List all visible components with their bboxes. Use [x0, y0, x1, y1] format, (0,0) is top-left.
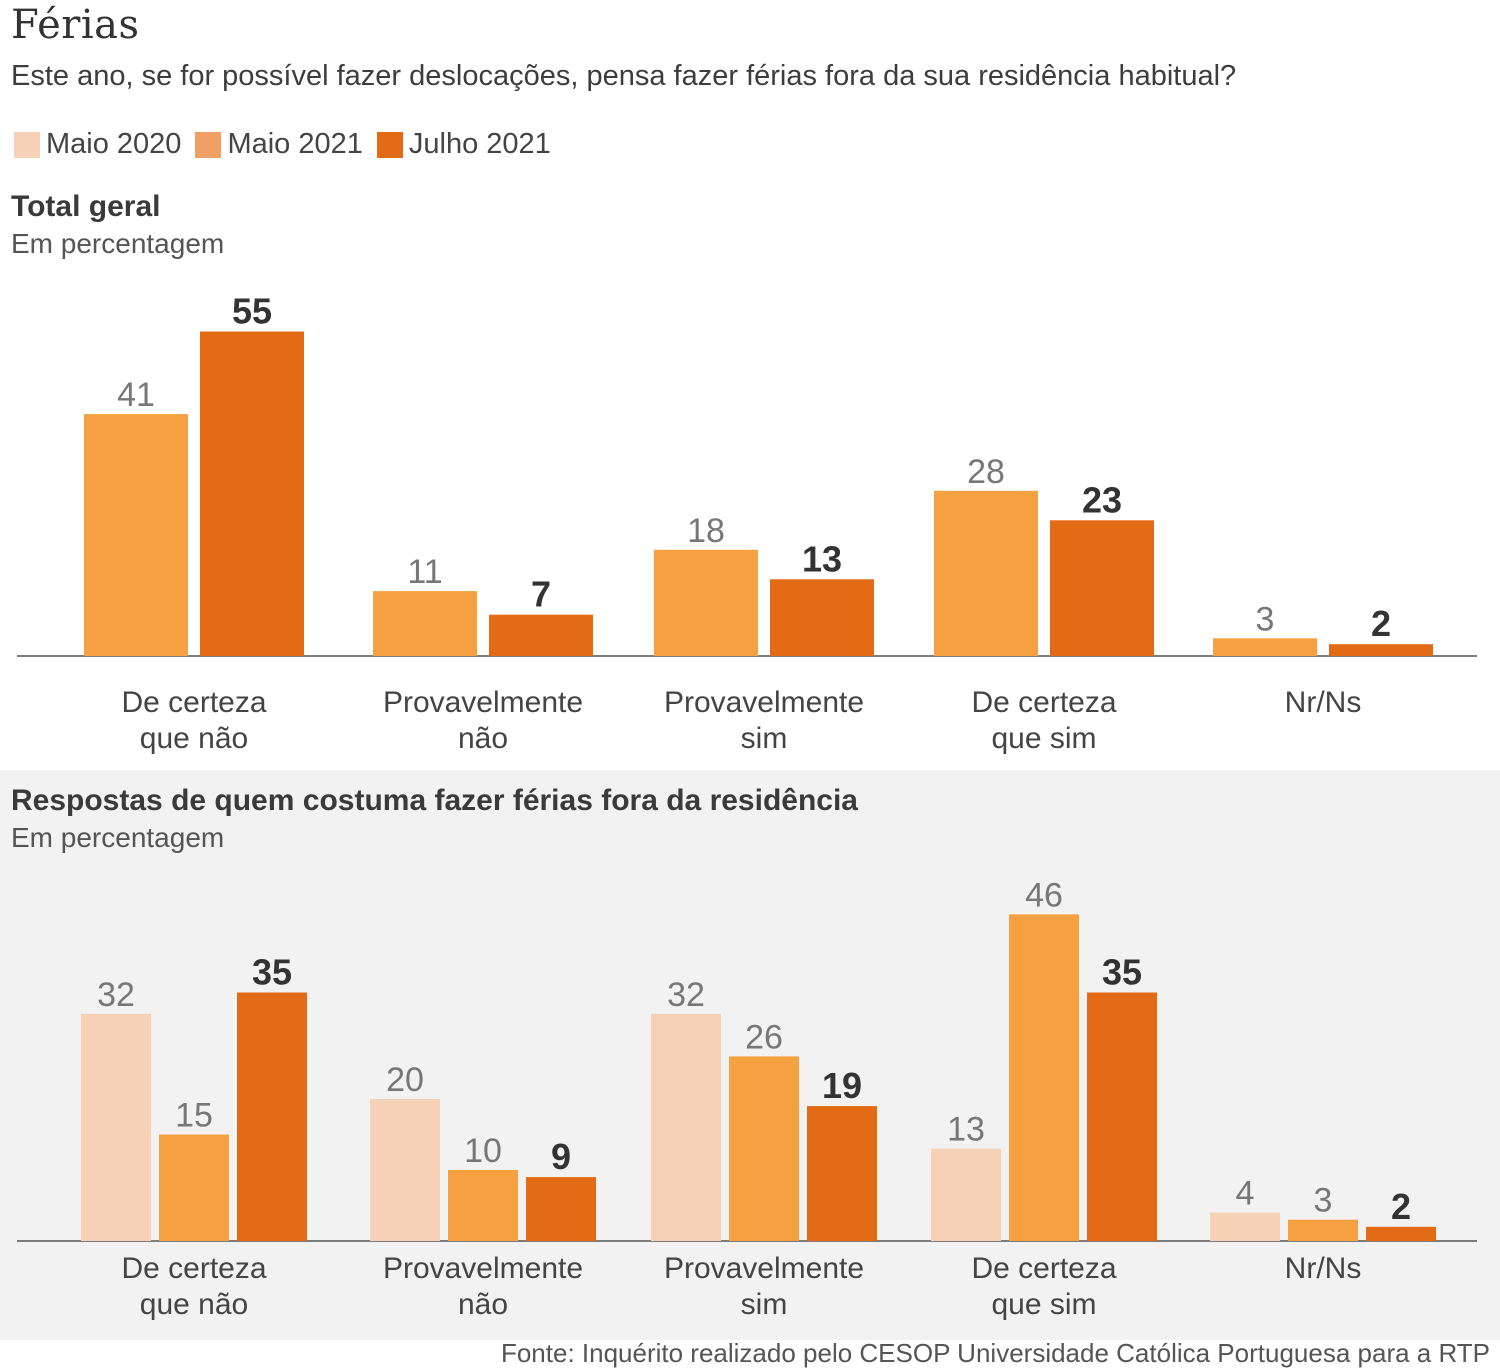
x-tick-label: que sim [991, 722, 1096, 755]
bar-maio-2021-nr-ns [1213, 638, 1317, 656]
panel-title: Total geral [11, 190, 161, 223]
data-label: 20 [386, 1061, 424, 1099]
x-tick-label: que não [140, 722, 248, 755]
legend-label: Julho 2021 [408, 128, 551, 160]
data-label: 9 [551, 1136, 571, 1177]
panel-habituais: Respostas de quem costuma fazer férias f… [0, 770, 1500, 1340]
data-label: 55 [232, 291, 272, 332]
data-label: 19 [822, 1065, 862, 1106]
bar-julho-2021-de-certeza-que-sim [1050, 520, 1154, 656]
legend: Maio 2020 Maio 2021 Julho 2021 [14, 128, 565, 161]
legend-label: Maio 2020 [46, 128, 182, 160]
x-tick-label: não [458, 1288, 508, 1321]
bar-maio-2020-provavelmente-sim [651, 1013, 721, 1241]
source-note: Fonte: Inquérito realizado pelo CESOP Un… [500, 1338, 1490, 1368]
data-label: 32 [97, 976, 135, 1014]
bar-julho-2021-de-certeza-que-nao [200, 331, 304, 656]
x-tick-label: Provavelmente [383, 686, 583, 719]
data-label: 28 [967, 453, 1005, 491]
bar-maio-2021-provavelmente-sim [654, 549, 758, 656]
bar-julho-2021-provavelmente-nao [489, 614, 593, 656]
legend-item-julho-2021: Julho 2021 [376, 128, 551, 161]
bar-julho-2021-provavelmente-sim [807, 1106, 877, 1241]
x-tick-label: Provavelmente [664, 686, 864, 719]
data-label: 2 [1391, 1186, 1411, 1227]
bar-julho-2021-de-certeza-que-nao [237, 992, 307, 1241]
x-tick-label: De certeza [971, 686, 1116, 719]
bar-julho-2021-de-certeza-que-sim [1087, 992, 1157, 1241]
x-tick-label: Provavelmente [383, 1252, 583, 1285]
data-label: 2 [1371, 603, 1391, 644]
x-tick-label: Nr/Ns [1285, 1252, 1362, 1285]
data-label: 46 [1025, 876, 1063, 914]
legend-swatch [14, 131, 40, 158]
panel-title: Respostas de quem costuma fazer férias f… [11, 784, 858, 817]
bar-julho-2021-provavelmente-sim [770, 579, 874, 656]
data-label: 35 [1102, 952, 1142, 993]
data-label: 4 [1236, 1175, 1255, 1213]
bar-julho-2021-provavelmente-nao [526, 1177, 596, 1241]
x-tick-label: De certeza [971, 1252, 1116, 1285]
legend-swatch [376, 131, 403, 158]
bar-maio-2021-nr-ns [1288, 1219, 1358, 1241]
panel-total-geral: Total geral Em percentagem 41 55 De certez… [0, 185, 1500, 770]
data-label: 32 [667, 976, 705, 1014]
data-label: 3 [1256, 600, 1275, 638]
bar-julho-2021-nr-ns [1366, 1226, 1436, 1241]
legend-swatch [195, 131, 222, 158]
bar-maio-2021-de-certeza-que-sim [934, 490, 1038, 656]
x-tick-label: De certeza [121, 686, 266, 719]
data-label: 10 [464, 1132, 502, 1170]
bar-maio-2020-provavelmente-nao [370, 1099, 440, 1241]
bar-julho-2021-nr-ns [1329, 644, 1433, 656]
bar-maio-2021-de-certeza-que-nao [159, 1134, 229, 1241]
chart-subtitle: Este ano, se for possível fazer deslocaç… [11, 60, 1237, 92]
data-label: 3 [1314, 1182, 1333, 1220]
x-tick-label: De certeza [121, 1252, 266, 1285]
data-label: 11 [407, 553, 442, 591]
bar-maio-2020-nr-ns [1210, 1212, 1280, 1241]
bar-maio-2021-provavelmente-nao [373, 591, 477, 656]
x-tick-label: que não [140, 1288, 248, 1321]
x-tick-label: que sim [991, 1288, 1096, 1321]
legend-item-maio-2020: Maio 2020 [14, 128, 181, 161]
bar-maio-2021-de-certeza-que-sim [1009, 914, 1079, 1241]
data-label: 13 [802, 538, 842, 579]
legend-label: Maio 2021 [227, 128, 363, 160]
data-label: 41 [117, 376, 155, 414]
bar-maio-2020-de-certeza-que-nao [81, 1013, 151, 1241]
chart-title: Férias [11, 2, 140, 48]
bar-maio-2020-de-certeza-que-sim [931, 1148, 1001, 1241]
data-label: 7 [531, 574, 551, 615]
data-label: 18 [687, 512, 725, 550]
data-label: 26 [745, 1018, 783, 1056]
data-label: 15 [175, 1097, 213, 1135]
x-tick-label: Nr/Ns [1285, 686, 1362, 719]
x-tick-label: Provavelmente [664, 1252, 864, 1285]
bar-maio-2021-de-certeza-que-nao [84, 414, 188, 656]
x-tick-label: sim [741, 1288, 788, 1321]
x-tick-label: não [458, 722, 508, 755]
bar-maio-2021-provavelmente-nao [448, 1170, 518, 1241]
data-label: 35 [252, 952, 292, 993]
data-label: 23 [1082, 479, 1122, 520]
panel-unit: Em percentagem [11, 228, 225, 259]
legend-item-maio-2021: Maio 2021 [195, 128, 363, 161]
x-tick-label: sim [741, 722, 788, 755]
data-label: 13 [947, 1111, 985, 1149]
bar-maio-2021-provavelmente-sim [729, 1056, 799, 1241]
panel-unit: Em percentagem [11, 822, 225, 853]
